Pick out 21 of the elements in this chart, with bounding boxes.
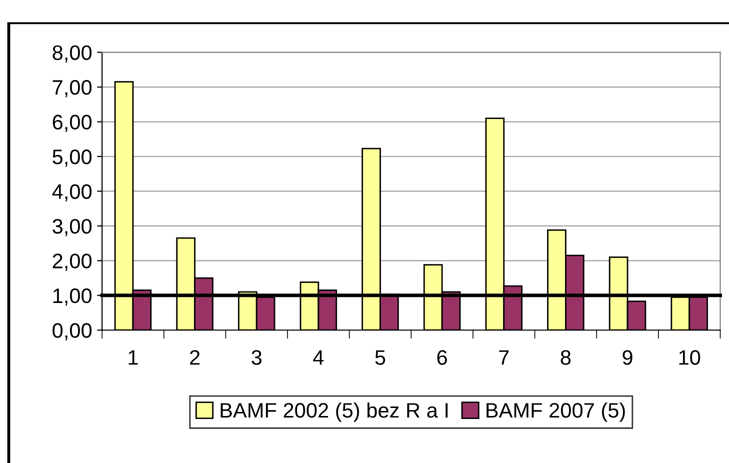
- legend-label: BAMF 2007 (5): [486, 402, 625, 422]
- x-tick-label: 2: [190, 350, 200, 365]
- x-tick-label: 5: [375, 350, 386, 365]
- legend-label: BAMF 2002 (5) bez R a I: [220, 402, 448, 422]
- y-tick-label: 5,00: [52, 149, 92, 167]
- y-tick-label: 2,00: [52, 254, 92, 271]
- x-tick-label: 4: [313, 350, 324, 365]
- x-tick-label: 8: [560, 350, 571, 365]
- y-tick-label: 1,00: [53, 288, 92, 306]
- y-tick-label: 4,00: [52, 184, 92, 202]
- y-tick-label: 8,00: [52, 45, 92, 63]
- x-tick-label: 9: [622, 350, 632, 365]
- x-tick-label: 7: [499, 350, 509, 365]
- x-tick-label: 6: [437, 350, 447, 365]
- y-tick-label: 6,00: [52, 114, 92, 132]
- x-tick-label: 10: [679, 350, 700, 365]
- x-tick-label: 1: [128, 350, 138, 365]
- x-tick-label: 3: [252, 350, 262, 365]
- y-tick-label: 3,00: [52, 218, 92, 236]
- y-tick-label: 7,00: [52, 80, 92, 98]
- y-tick-label: 0,00: [52, 323, 92, 340]
